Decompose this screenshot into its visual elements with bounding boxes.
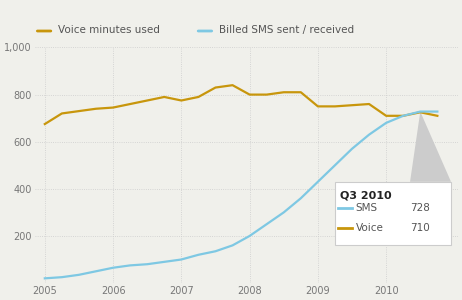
Text: Billed SMS sent / received: Billed SMS sent / received [219, 25, 354, 35]
Text: Q3 2010: Q3 2010 [340, 190, 392, 200]
Text: 728: 728 [410, 203, 430, 213]
Polygon shape [410, 112, 451, 182]
Text: 710: 710 [410, 223, 430, 233]
Text: Voice: Voice [355, 223, 383, 233]
FancyBboxPatch shape [335, 182, 451, 245]
Text: Voice minutes used: Voice minutes used [58, 25, 160, 35]
Text: SMS: SMS [355, 203, 377, 213]
